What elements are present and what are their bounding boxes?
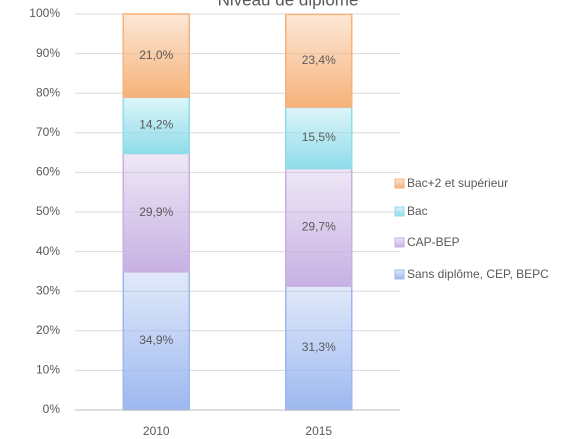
bar-segment [122,152,190,273]
legend-swatch [394,178,405,189]
y-tick-label: 60% [36,165,60,179]
legend-swatch [394,206,405,217]
data-label: 23,4% [302,53,336,67]
bar-segment [122,13,190,98]
data-label: 21,0% [139,48,173,62]
data-label: 14,2% [139,117,173,131]
data-label: 31,3% [302,340,336,354]
y-tick-label: 0% [43,402,61,416]
chart-title: Niveau de diplôme [218,0,359,9]
legend-label: Bac+2 et supérieur [407,176,508,190]
y-tick-label: 30% [36,283,60,297]
data-label: 29,9% [139,205,173,219]
legend-swatch [394,269,405,280]
legend-swatch [394,237,405,248]
bar-segment [285,13,353,108]
bar-segment [122,96,190,155]
bar-segment [285,285,353,411]
y-tick-label: 40% [36,244,60,258]
x-tick-label: 2015 [305,424,332,438]
bar-segment [122,271,190,411]
y-tick-label: 10% [36,363,60,377]
data-label: 34,9% [139,333,173,347]
y-tick-label: 100% [29,6,60,20]
legend-label: Bac [407,204,428,218]
y-tick-label: 50% [36,204,60,218]
data-label: 29,7% [302,219,336,233]
y-tick-label: 90% [36,46,60,60]
data-label: 15,5% [302,130,336,144]
y-tick-label: 80% [36,85,60,99]
x-tick-label: 2010 [143,424,170,438]
y-tick-label: 20% [36,323,60,337]
legend-label: Sans diplôme, CEP, BEPC [407,267,549,281]
legend-label: CAP-BEP [407,235,460,249]
y-tick-label: 70% [36,125,60,139]
